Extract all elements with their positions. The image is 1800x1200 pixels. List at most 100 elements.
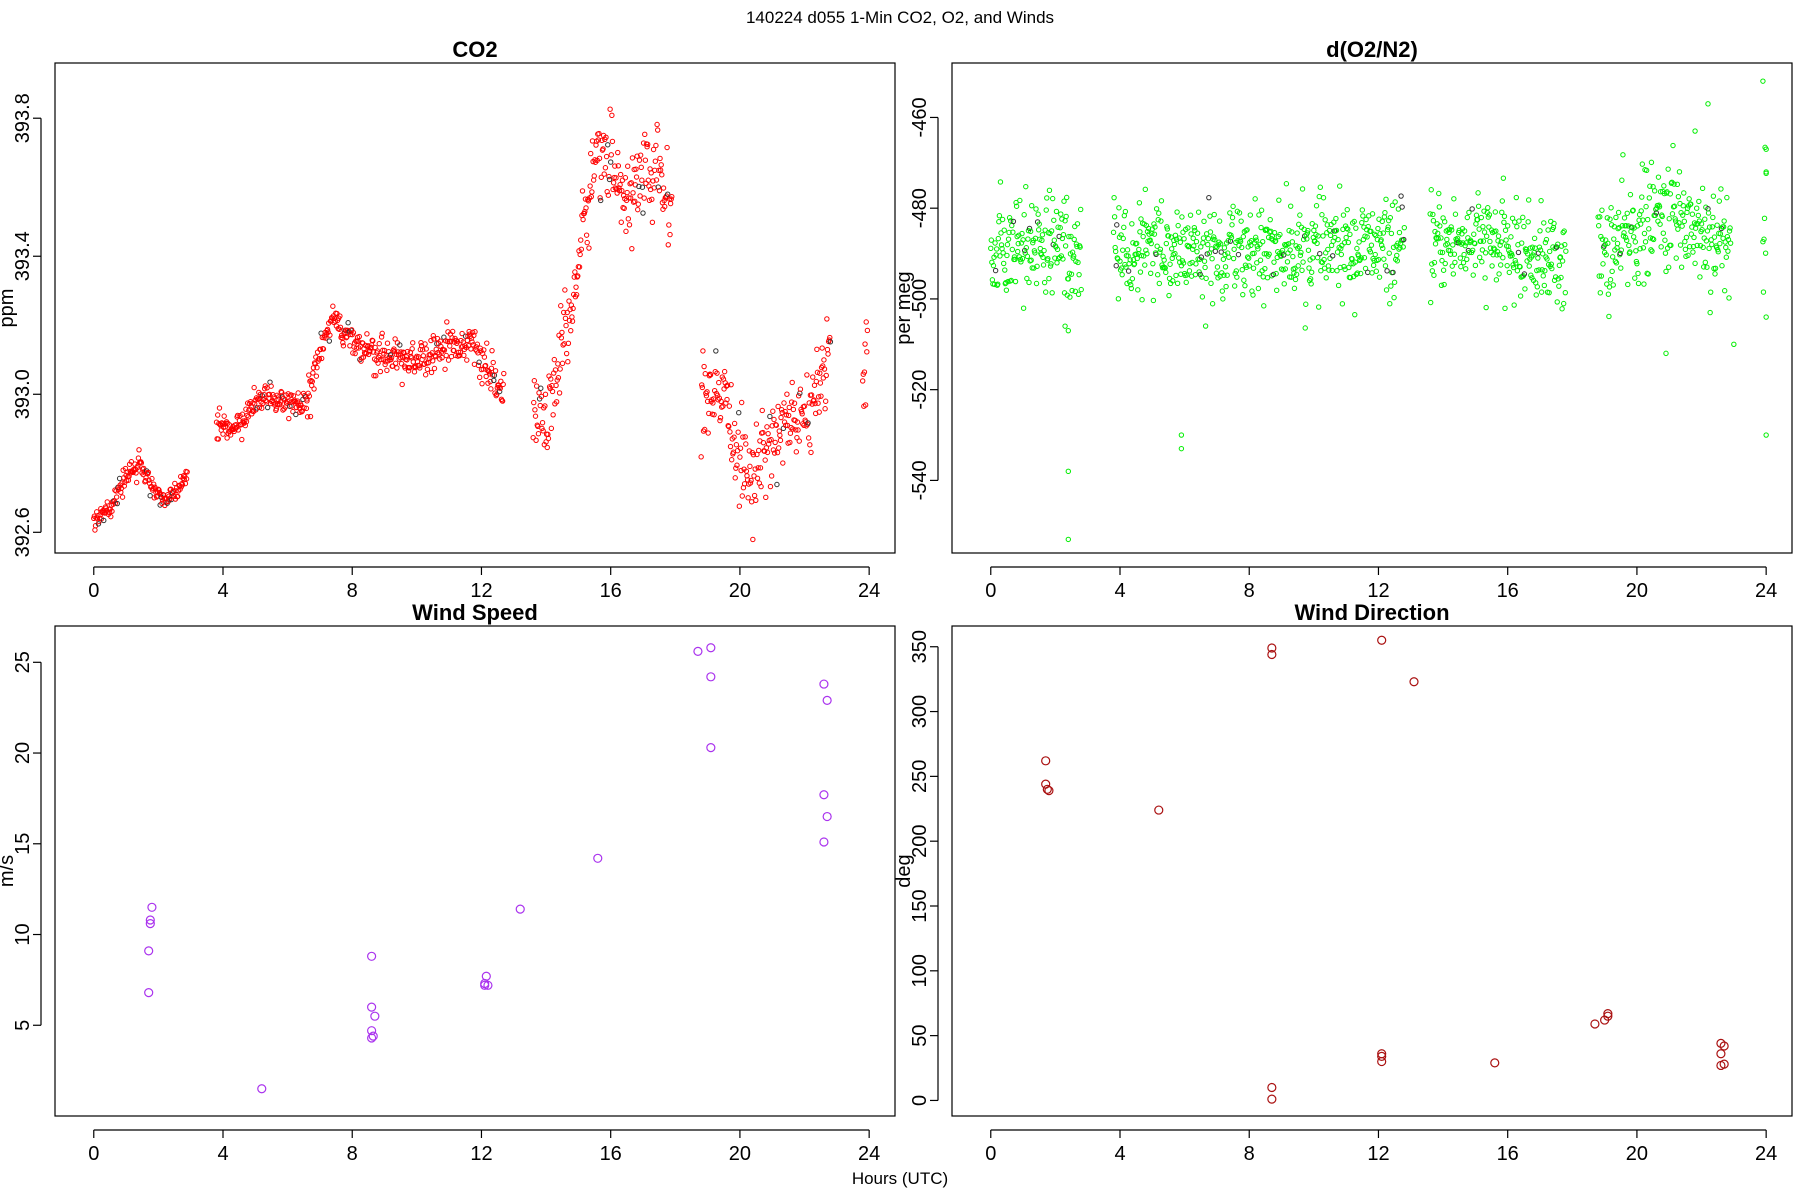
data-point xyxy=(743,441,749,447)
data-point xyxy=(1651,188,1658,194)
data-point xyxy=(1383,287,1390,293)
data-point xyxy=(569,318,576,324)
data-point xyxy=(1042,227,1048,233)
data-point xyxy=(723,400,729,406)
data-point xyxy=(273,406,280,412)
data-point xyxy=(1210,234,1217,240)
data-point xyxy=(1171,241,1178,248)
data-point xyxy=(542,403,548,409)
data-point xyxy=(1661,183,1667,189)
data-point xyxy=(1227,210,1233,216)
data-point xyxy=(668,196,674,202)
data-point xyxy=(1119,271,1125,278)
data-point xyxy=(422,341,428,347)
y-tick-label: 200 xyxy=(909,824,931,857)
data-point xyxy=(751,492,758,499)
data-point xyxy=(384,367,390,374)
data-point xyxy=(1536,267,1542,273)
data-point xyxy=(1364,269,1371,276)
data-point xyxy=(305,390,311,397)
data-point xyxy=(650,178,656,184)
data-point xyxy=(1400,244,1406,250)
data-point xyxy=(711,411,717,418)
data-point xyxy=(1133,240,1140,247)
data-point xyxy=(1534,284,1541,290)
data-point xyxy=(1222,264,1229,270)
x-tick-label: 0 xyxy=(88,1143,99,1165)
data-point xyxy=(1057,225,1063,231)
data-point xyxy=(1369,270,1375,276)
data-point xyxy=(1684,205,1691,212)
data-point xyxy=(350,350,356,356)
data-point xyxy=(1221,245,1228,251)
data-point xyxy=(1338,251,1345,258)
data-point xyxy=(706,672,716,682)
data-point xyxy=(276,394,282,400)
data-point xyxy=(588,150,594,157)
data-point xyxy=(596,155,603,162)
data-point xyxy=(1607,277,1614,283)
data-point xyxy=(1480,223,1486,230)
data-point xyxy=(1225,238,1231,244)
data-point xyxy=(1321,256,1327,263)
x-tick-label: 24 xyxy=(1755,580,1777,602)
data-point xyxy=(564,309,570,316)
data-point xyxy=(147,493,153,499)
data-point xyxy=(499,398,506,404)
data-point xyxy=(318,355,325,362)
data-point xyxy=(662,203,668,210)
data-point xyxy=(1427,211,1433,217)
data-point xyxy=(783,412,790,418)
data-point xyxy=(1345,239,1352,246)
data-point xyxy=(1013,203,1020,209)
data-point xyxy=(1487,238,1493,245)
data-point xyxy=(449,328,456,335)
data-point xyxy=(1164,226,1171,232)
data-point xyxy=(623,228,629,235)
data-point xyxy=(624,189,630,196)
data-point xyxy=(1716,1049,1726,1059)
data-point xyxy=(821,366,828,372)
data-point xyxy=(995,281,1001,287)
data-point xyxy=(701,363,707,370)
data-point xyxy=(783,422,789,429)
data-point xyxy=(1709,224,1716,230)
data-point xyxy=(1387,300,1393,307)
data-point xyxy=(1514,223,1520,230)
data-point xyxy=(494,391,500,398)
data-point xyxy=(1221,272,1227,278)
data-point xyxy=(1267,1082,1277,1093)
data-point xyxy=(330,303,336,309)
data-point xyxy=(784,391,790,397)
data-point xyxy=(447,343,453,349)
data-point xyxy=(1173,236,1180,242)
data-point xyxy=(1598,273,1605,279)
data-point xyxy=(1180,229,1186,235)
data-point xyxy=(1241,277,1247,283)
data-point xyxy=(1513,194,1520,201)
y-tick-label: 250 xyxy=(909,760,931,793)
data-point xyxy=(1378,237,1384,243)
data-point xyxy=(780,425,787,432)
data-point xyxy=(1062,243,1069,249)
data-point xyxy=(720,403,726,409)
data-point xyxy=(707,371,713,377)
data-point xyxy=(469,329,476,336)
data-point xyxy=(367,951,377,961)
data-point xyxy=(1142,262,1148,268)
data-point xyxy=(1319,212,1325,218)
data-point xyxy=(1720,224,1727,230)
data-point xyxy=(1546,248,1553,255)
data-point xyxy=(1189,246,1196,252)
data-point xyxy=(307,413,314,420)
data-point xyxy=(1382,263,1389,269)
data-point xyxy=(1714,222,1720,228)
data-point xyxy=(1376,274,1383,280)
data-point xyxy=(752,466,758,472)
data-point xyxy=(1563,248,1569,254)
data-point xyxy=(1450,271,1457,277)
data-point xyxy=(862,402,869,408)
data-point xyxy=(309,378,315,385)
data-point xyxy=(1483,304,1489,311)
data-point xyxy=(1386,250,1392,256)
